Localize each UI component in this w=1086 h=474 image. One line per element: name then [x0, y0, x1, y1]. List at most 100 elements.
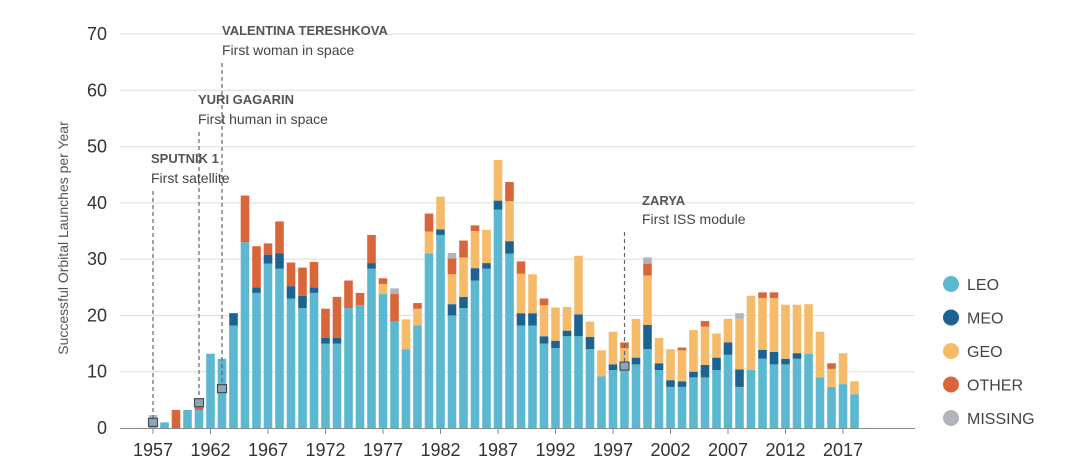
bar-segment-other [700, 321, 710, 327]
bar-segment-leo [263, 263, 273, 428]
x-tick-label: 1977 [363, 440, 403, 460]
bar-segment-other [263, 243, 273, 255]
bar-segment-meo [654, 363, 664, 371]
bar-segment-leo [332, 343, 342, 428]
bar-segment-meo [781, 358, 790, 365]
bar-segment-other [413, 303, 422, 309]
bar-segment-meo [470, 268, 480, 281]
bar-segment-leo [804, 353, 813, 428]
annotation-title: SPUTNIK 1 [151, 151, 219, 166]
bar-segment-geo [781, 304, 790, 359]
bar-segment-meo [459, 296, 468, 309]
bar-segment-geo [712, 333, 721, 358]
bar-segment-missing [390, 288, 399, 295]
bar-segment-other [758, 292, 767, 298]
bar-segment-leo [493, 209, 503, 428]
bar-segment-leo [620, 370, 629, 428]
bar-segment-geo [459, 257, 468, 297]
bar-segment-leo [229, 325, 238, 428]
bar-segment-meo [689, 371, 698, 378]
bar-segment-other [344, 280, 353, 309]
bar-segment-other [355, 292, 365, 306]
bar-segment-geo [562, 306, 572, 331]
y-tick-label: 30 [87, 249, 107, 269]
bar-segment-meo [321, 337, 330, 344]
bar-segment-leo [252, 292, 261, 428]
legend-item-other: OTHER [943, 376, 1023, 395]
annotation-subtitle: First satellite [151, 170, 230, 186]
legend-item-geo: GEO [943, 343, 1003, 361]
legend-item-leo: LEO [943, 276, 999, 294]
bar-segment-meo [677, 381, 687, 387]
bar-segment-meo [332, 337, 342, 344]
bar-segment-other [171, 409, 181, 428]
bar-segment-meo [712, 357, 721, 371]
y-tick-label: 20 [87, 305, 107, 325]
bar-segment-missing [643, 257, 652, 264]
bar-segment-geo [850, 381, 859, 395]
bar-segment-leo [792, 358, 802, 428]
bar-segment-missing [735, 313, 744, 319]
bar-segment-leo [390, 321, 399, 428]
annotation-zarya: ZARYA First ISS module [619, 193, 746, 371]
x-tick-label: 2002 [650, 440, 690, 460]
x-tick-label: 1967 [248, 440, 288, 460]
bar-segment-leo [585, 349, 595, 428]
legend-item-missing: MISSING [943, 410, 1035, 428]
bar-segment-meo [562, 330, 572, 337]
bar-segment-geo [505, 201, 514, 242]
bar-segment-meo [608, 364, 618, 371]
bar-segment-geo [436, 196, 445, 230]
bar-segment-meo [505, 241, 514, 254]
bar-segment-other [378, 278, 388, 284]
legend-swatch [943, 343, 959, 359]
bar-segment-leo [344, 308, 353, 428]
bar-segment-geo [401, 319, 411, 350]
legend: LEO MEO GEO OTHER MISSING [943, 276, 1035, 428]
bar-segment-meo [735, 369, 744, 387]
bar-segment-leo [539, 343, 549, 428]
bar-segment-leo [631, 364, 641, 428]
bar-segment-geo [424, 231, 434, 254]
x-tick-label: 1982 [420, 440, 460, 460]
bar-segment-other [332, 296, 342, 338]
bar-segment-other [505, 182, 514, 202]
annotation-title: YURI GAGARIN [198, 92, 294, 107]
bar-segment-other [252, 246, 261, 288]
x-tick-label: 2012 [765, 440, 805, 460]
bar-segment-leo [160, 422, 169, 428]
legend-swatch [943, 276, 959, 292]
x-tick-label: 1962 [190, 440, 230, 460]
bar-segment-leo [378, 294, 388, 428]
bar-segment-other [286, 262, 296, 287]
x-tick-label: 1987 [478, 440, 518, 460]
bar-segment-other [447, 258, 457, 275]
bar-segment-geo [827, 368, 836, 387]
bar-segment-meo [263, 254, 273, 264]
bar-segment-leo [286, 298, 296, 428]
bar-segment-leo [735, 386, 744, 428]
bar-segment-geo [735, 318, 744, 370]
bar-segment-leo [436, 234, 445, 428]
bar-segment-leo [528, 325, 537, 428]
bar-segment-meo [286, 286, 296, 299]
bar-segment-leo [815, 377, 825, 428]
y-tick-label: 0 [97, 418, 107, 438]
bar-segment-leo [666, 386, 675, 428]
bar-segment-leo [309, 292, 319, 428]
bar-segment-leo [827, 386, 836, 428]
annotation-marker [147, 417, 159, 427]
annotation-subtitle: First woman in space [222, 42, 354, 58]
bar-segment-other [539, 298, 549, 306]
bar-segment-meo [447, 304, 457, 316]
bar-segment-leo [723, 354, 733, 428]
bar-segment-geo [470, 231, 480, 269]
bar-segment-meo [493, 200, 503, 210]
bar-segment-other [298, 267, 307, 296]
annotation-valentina-tereshkova: VALENTINA TERESHKOVA First woman in space [216, 23, 388, 394]
bar-segment-leo [505, 253, 514, 428]
x-tick-label: 1972 [305, 440, 345, 460]
legend-label: GEO [967, 344, 1003, 361]
bar-segment-meo [574, 314, 583, 337]
y-tick-label: 60 [87, 80, 107, 100]
